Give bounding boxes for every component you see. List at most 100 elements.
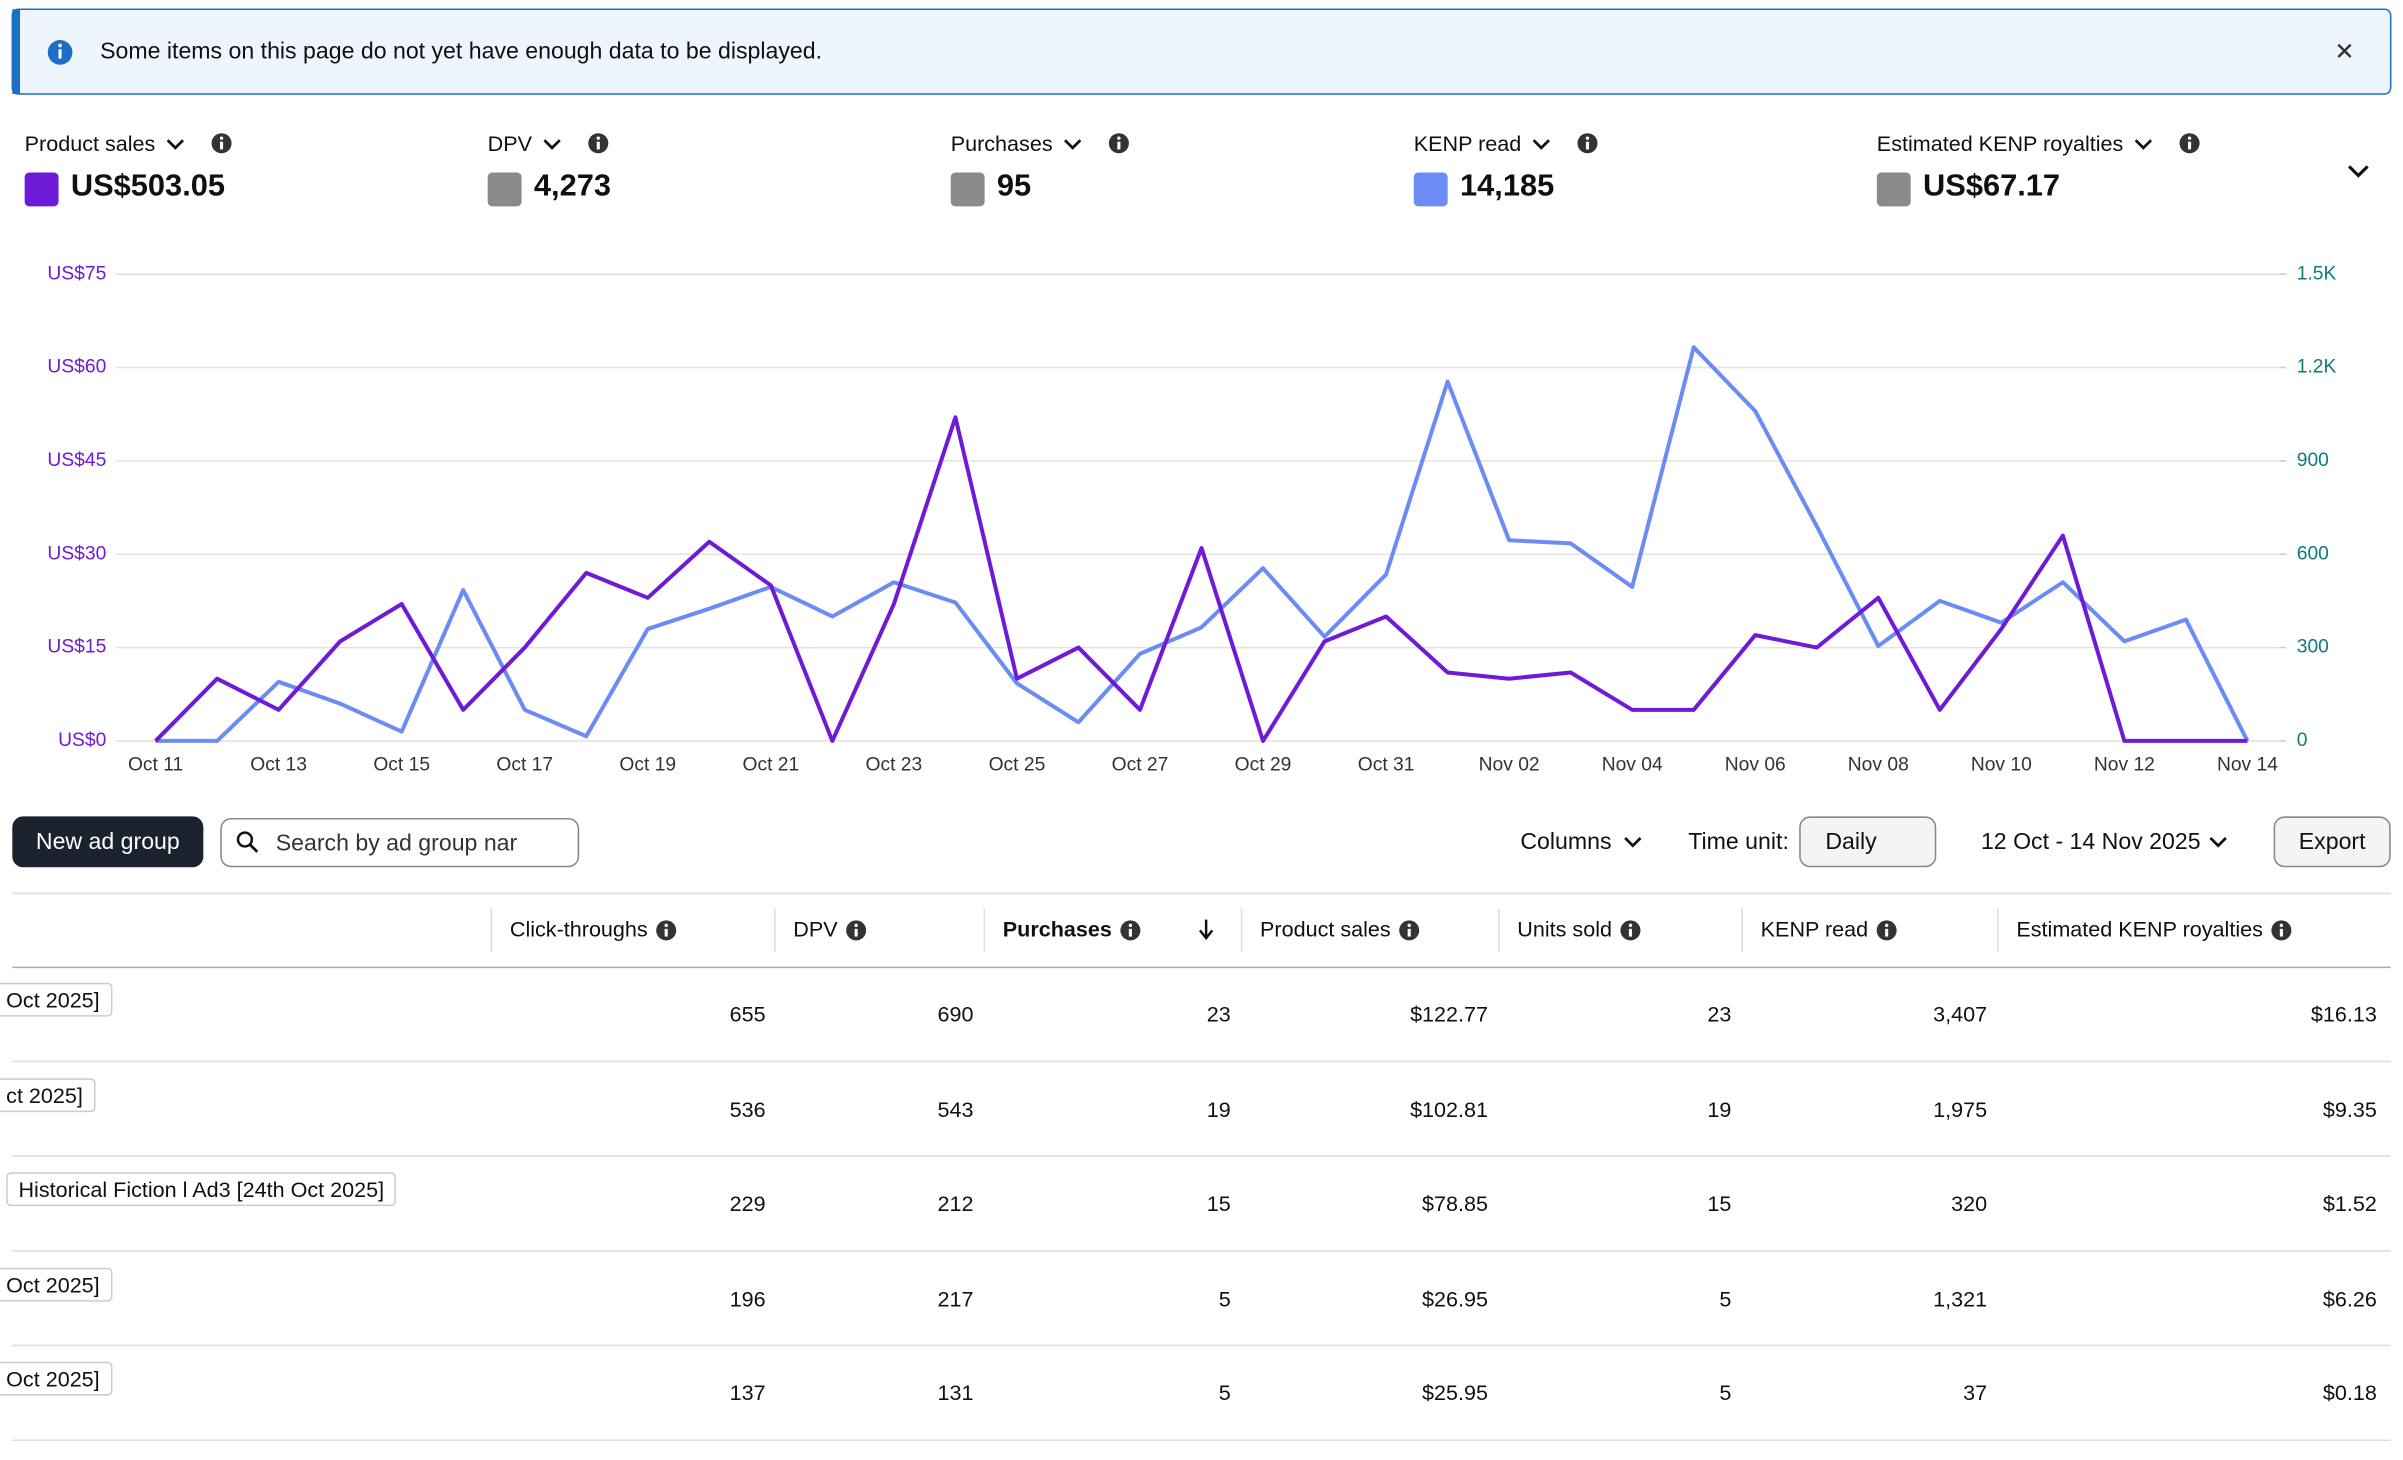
info-dot [1407, 923, 1411, 928]
metric-swatch [24, 172, 59, 207]
y-tick-label: US$45 [47, 450, 106, 471]
column-header[interactable]: Click-throughs [509, 916, 648, 942]
column-header[interactable]: Estimated KENP royalties [2016, 916, 2263, 942]
info-dot [596, 136, 600, 140]
chevron [1063, 139, 1082, 150]
columns-dropdown[interactable]: Columns [1520, 828, 1612, 855]
ad-group-name[interactable]: Historical Fiction l Ad3 [24th Oct 2025] [6, 1172, 397, 1207]
x-tick-label: Oct 25 [989, 755, 1046, 776]
table-cell: 655 [729, 1001, 766, 1026]
info-dot [1128, 923, 1133, 928]
metric-label[interactable]: KENP read [1413, 130, 1522, 156]
date-range-dropdown[interactable]: 12 Oct - 14 Nov 2025 [1980, 828, 2201, 855]
table-cell: 212 [937, 1190, 974, 1216]
column-header[interactable]: DPV [793, 916, 838, 942]
column-header[interactable]: KENP read [1760, 916, 1869, 942]
banner-bar [12, 9, 21, 94]
info-dot [1884, 923, 1889, 928]
table-cell: 19 [1707, 1095, 1732, 1121]
column-header[interactable]: Product sales [1260, 916, 1391, 942]
metric-label[interactable]: Purchases [950, 130, 1053, 156]
table-cell: 15 [1206, 1190, 1231, 1216]
table-cell: 1,321 [1933, 1285, 1988, 1311]
table-cell: 19 [1206, 1095, 1231, 1121]
ad-group-name[interactable]: Oct 2025] [0, 1361, 112, 1396]
search-icon [236, 831, 259, 853]
metric-value: US$67.17 [1923, 169, 2061, 204]
table-cell: 3,407 [1933, 1001, 1988, 1026]
x-tick-label: Nov 14 [2217, 755, 2278, 776]
ad-group-name[interactable]: Oct 2025] [0, 982, 112, 1017]
export-button[interactable]: Export [2273, 816, 2391, 868]
table-cell: 37 [1963, 1380, 1988, 1405]
x-tick-label: Oct 11 [128, 755, 183, 776]
info-stem [2188, 141, 2192, 150]
table-cell: 196 [729, 1285, 766, 1311]
y-tick-label: US$75 [47, 263, 106, 284]
ad-group-name[interactable]: ct 2025] [0, 1077, 96, 1112]
table-cell: $0.18 [2322, 1380, 2377, 1405]
chevron [2209, 836, 2227, 848]
table-cell: $6.26 [2322, 1285, 2377, 1311]
x-tick-label: Oct 29 [1235, 755, 1292, 776]
x-tick-label: Oct 27 [1112, 755, 1169, 776]
table-cell: 23 [1206, 1001, 1231, 1026]
series-line [154, 415, 2248, 743]
info-stem [1628, 928, 1633, 937]
table-cell: $1.52 [2322, 1190, 2377, 1216]
metric-label[interactable]: Product sales [24, 130, 156, 156]
x-tick-label: Oct 19 [619, 755, 676, 776]
info-dot [1117, 136, 1121, 140]
table-cell: 320 [1951, 1190, 1988, 1216]
x-tick-label: Oct 23 [866, 755, 923, 776]
info-dot [2279, 923, 2284, 928]
chevron [166, 139, 185, 150]
y2-tick-label: 0 [2297, 730, 2308, 751]
column-header[interactable]: Units sold [1517, 916, 1612, 942]
y-tick-label: US$30 [47, 543, 106, 564]
search-input[interactable]: Search by ad group nar [220, 817, 580, 868]
close-icon[interactable] [2337, 43, 2352, 58]
sort-arrow[interactable] [1199, 919, 1214, 941]
y2-tick-label: 300 [2297, 637, 2329, 658]
metric-label[interactable]: DPV [487, 130, 533, 156]
table-cell: 5 [1719, 1380, 1732, 1405]
x-tick-label: Nov 02 [1479, 755, 1540, 776]
metric-label[interactable]: Estimated KENP royalties [1876, 130, 2124, 156]
info-stem [1117, 141, 1121, 150]
metric-swatch [1413, 172, 1448, 207]
metric-value: US$503.05 [70, 169, 226, 204]
info-dot [854, 923, 858, 928]
expand-chevron[interactable] [2348, 165, 2369, 178]
y2-tick-label: 600 [2297, 543, 2329, 564]
series-line [155, 345, 2250, 743]
info-dot [1628, 923, 1633, 928]
x-tick-label: Nov 06 [1725, 755, 1786, 776]
table-cell: 229 [729, 1190, 766, 1216]
table-cell: 131 [937, 1380, 974, 1405]
x-tick-label: Oct 31 [1358, 755, 1415, 776]
table-cell: 217 [937, 1285, 974, 1311]
chevron [2134, 139, 2153, 150]
table-cell: 536 [729, 1095, 766, 1121]
table-cell: $102.81 [1410, 1095, 1489, 1121]
info-stem [664, 928, 668, 937]
table-cell: 5 [1218, 1285, 1231, 1311]
x-tick-label: Nov 04 [1602, 755, 1663, 776]
table-cell: 15 [1707, 1190, 1732, 1216]
x-tick-label: Oct 13 [250, 755, 307, 776]
column-header[interactable]: Purchases [1002, 916, 1112, 942]
metric-value: 4,273 [533, 169, 612, 204]
banner-text: Some items on this page do not yet have … [100, 38, 823, 65]
y2-tick-label: 1.5K [2297, 263, 2337, 284]
new-ad-group-button[interactable]: New ad group [12, 816, 204, 868]
x-tick-label: Oct 21 [742, 755, 799, 776]
info-stem [2279, 928, 2283, 937]
x-tick-label: Oct 15 [373, 755, 430, 776]
time-unit-dropdown[interactable]: Daily [1799, 816, 1937, 868]
x-tick-label: Oct 17 [496, 755, 553, 776]
ad-group-name[interactable]: Oct 2025] [0, 1266, 112, 1301]
